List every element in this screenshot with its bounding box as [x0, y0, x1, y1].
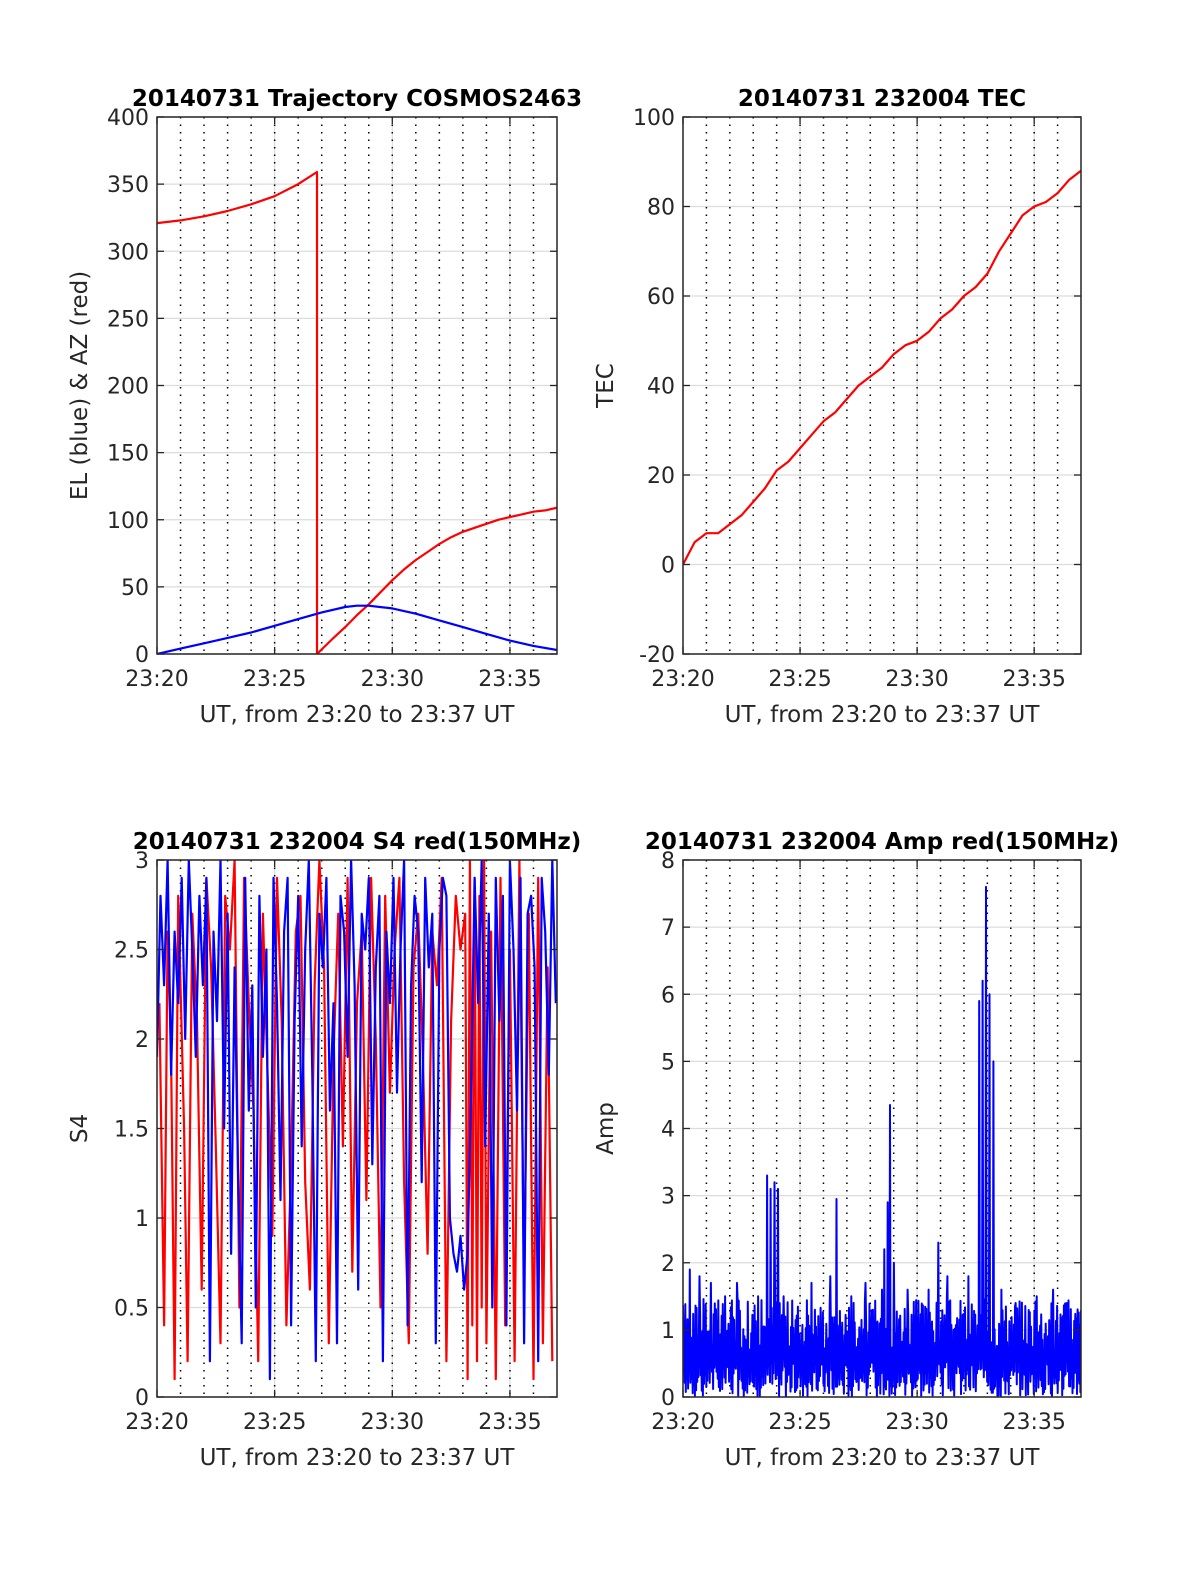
- chart-title: 20140731 Trajectory COSMOS2463: [132, 86, 582, 112]
- y-tick-label: 2: [661, 1252, 675, 1277]
- y-tick-label: 8: [661, 849, 675, 874]
- y-tick-label: 80: [647, 196, 675, 221]
- series-group: [683, 885, 1081, 1397]
- x-tick-label: 23:25: [243, 1410, 306, 1435]
- x-axis-label: UT, from 23:20 to 23:37 UT: [200, 1445, 516, 1471]
- x-axis-label: UT, from 23:20 to 23:37 UT: [725, 702, 1041, 728]
- x-tick-label: 23:20: [651, 1410, 714, 1435]
- y-tick-label: 350: [107, 173, 149, 198]
- y-tick-label: 1.5: [114, 1118, 149, 1143]
- x-axis-label: UT, from 23:20 to 23:37 UT: [725, 1445, 1041, 1471]
- x-tick-label: 23:35: [478, 1410, 541, 1435]
- y-tick-label: 100: [107, 509, 149, 534]
- x-tick-label: 23:25: [243, 667, 306, 692]
- y-tick-label: 20: [647, 464, 675, 489]
- chart-title: 20140731 232004 TEC: [738, 86, 1026, 112]
- x-tick-label: 23:30: [885, 1410, 948, 1435]
- series-line-amp-0: [683, 885, 1081, 1397]
- y-tick-label: 0: [661, 554, 675, 579]
- y-tick-label: 2: [135, 1028, 149, 1053]
- series-line-tec-0: [683, 169, 1081, 566]
- series-group: [683, 169, 1081, 566]
- y-tick-label: 3: [661, 1185, 675, 1210]
- y-tick-label: 0: [135, 643, 149, 668]
- x-tick-label: 23:20: [125, 1410, 188, 1435]
- y-tick-label: 4: [661, 1118, 675, 1143]
- x-tick-label: 23:25: [768, 667, 831, 692]
- y-tick-label: 100: [633, 106, 675, 131]
- x-tick-label: 23:35: [478, 667, 541, 692]
- series-line-trajectory-0: [157, 170, 557, 654]
- y-tick-label: 40: [647, 375, 675, 400]
- x-tick-label: 23:20: [125, 667, 188, 692]
- y-tick-label: 7: [661, 916, 675, 941]
- y-tick-label: -20: [639, 643, 675, 668]
- y-tick-label: 0: [661, 1386, 675, 1411]
- y-tick-label: 0.5: [114, 1297, 149, 1322]
- y-tick-label: 300: [107, 240, 149, 265]
- chart-title: 20140731 232004 S4 red(150MHz): [133, 829, 582, 855]
- series-group: [157, 860, 557, 1381]
- series-line-s4-1: [157, 860, 557, 1381]
- chart-s4: 0 0.5 1 1.5 2 2.5 3 23:20 23:25 23:30 23:35 2014073…: [67, 829, 581, 1471]
- y-tick-label: 1: [135, 1207, 149, 1232]
- x-tick-label: 23:30: [885, 667, 948, 692]
- y-tick-label: 50: [121, 576, 149, 601]
- y-axis-label: EL (blue) & AZ (red): [67, 271, 93, 500]
- x-tick-label: 23:20: [651, 667, 714, 692]
- x-tick-label: 23:25: [768, 1410, 831, 1435]
- y-axis-label: Amp: [593, 1102, 619, 1155]
- series-group: [157, 170, 557, 654]
- y-tick-label: 1: [661, 1319, 675, 1344]
- y-tick-label: 3: [135, 849, 149, 874]
- y-tick-label: 60: [647, 285, 675, 310]
- y-tick-label: 200: [107, 375, 149, 400]
- y-tick-label: 150: [107, 442, 149, 467]
- chart-amp: 0 1 2 3 4 5 6 7 8 23:20 23:25 23:30 23:35 20140731 23…: [593, 829, 1119, 1471]
- y-axis-label: TEC: [593, 363, 619, 409]
- x-tick-label: 23:35: [1002, 667, 1065, 692]
- y-tick-label: 250: [107, 307, 149, 332]
- chart-tec: -20 0 20 40 60 80 100 23:20 23:25 23:30 23:35 20140…: [593, 86, 1082, 728]
- x-tick-label: 23:30: [361, 667, 424, 692]
- y-tick-label: 5: [661, 1050, 675, 1075]
- y-tick-label: 6: [661, 983, 675, 1008]
- y-tick-label: 0: [135, 1386, 149, 1411]
- x-axis-label: UT, from 23:20 to 23:37 UT: [200, 702, 516, 728]
- y-axis-label: S4: [67, 1114, 93, 1143]
- y-tick-label: 2.5: [114, 939, 149, 964]
- chart-title: 20140731 232004 Amp red(150MHz): [645, 829, 1119, 855]
- chart-trajectory: 0 50 100 150 200 250 300 350 400 23:20 23:25 23:30 2…: [67, 86, 582, 728]
- x-tick-label: 23:30: [361, 1410, 424, 1435]
- y-tick-label: 400: [107, 106, 149, 131]
- series-line-trajectory-1: [157, 604, 557, 654]
- x-tick-label: 23:35: [1002, 1410, 1065, 1435]
